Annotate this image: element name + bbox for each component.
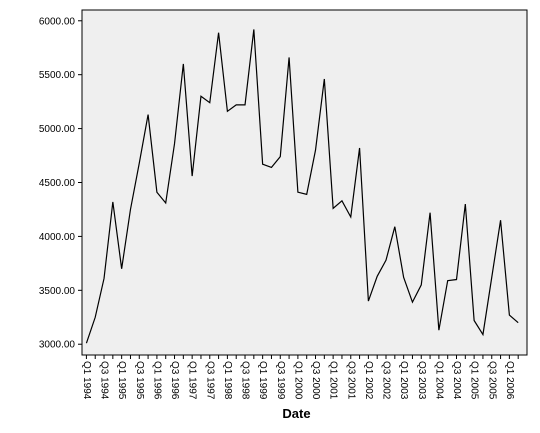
y-tick-label: 4500.00 (39, 178, 76, 189)
x-tick-label: Q3 1996 (169, 361, 180, 400)
x-tick-label: Q1 1997 (187, 361, 198, 400)
x-tick-label: Q3 2001 (345, 361, 356, 400)
x-tick-label: Q3 2002 (381, 361, 392, 400)
y-tick-label: 5500.00 (39, 70, 76, 81)
x-tick-label: Q3 1994 (99, 361, 110, 400)
x-tick-label: Q3 1995 (134, 361, 145, 400)
x-tick-label: Q1 1994 (81, 361, 92, 400)
x-tick-label: Q1 2006 (504, 361, 515, 400)
y-tick-label: 5000.00 (39, 124, 76, 135)
x-tick-label: Q1 2005 (469, 361, 480, 400)
x-tick-label: Q1 2002 (363, 361, 374, 400)
x-tick-label: Q3 1997 (204, 361, 215, 400)
x-tick-label: Q3 2000 (310, 361, 321, 400)
x-tick-label: Q1 1996 (151, 361, 162, 400)
x-tick-label: Q3 2004 (451, 361, 462, 400)
y-axis: 3000.00 3500.00 4000.00 4500.00 5000.00 5500.… (39, 16, 82, 351)
x-tick-label: Q3 1998 (240, 361, 251, 400)
x-tick-label: Q3 2003 (416, 361, 427, 400)
y-tick-label: 3500.00 (39, 286, 76, 297)
y-tick-label: 3000.00 (39, 340, 76, 351)
x-tick-label: Q3 2005 (486, 361, 497, 400)
plot-area (81, 9, 528, 356)
x-axis: Q1 1994 Q3 1994 Q1 1995 Q3 1995 Q1 1996 Q3 19… (81, 355, 519, 400)
x-tick-label: Q3 1999 (275, 361, 286, 400)
y-tick-label: 6000.00 (39, 16, 76, 27)
x-tick-label: Q1 2000 (292, 361, 303, 400)
x-tick-label: Q1 1998 (222, 361, 233, 400)
y-tick-label: 4000.00 (39, 232, 76, 243)
series-line (85, 29, 519, 344)
x-tick-label: Q1 2003 (398, 361, 409, 400)
x-tick-label: Q1 1995 (116, 361, 127, 400)
x-axis-title: Date (282, 406, 310, 421)
x-tick-label: Q1 2004 (433, 361, 444, 400)
x-tick-label: Q1 2001 (328, 361, 339, 400)
series-layer (85, 29, 519, 344)
x-tick-label: Q1 1999 (257, 361, 268, 400)
